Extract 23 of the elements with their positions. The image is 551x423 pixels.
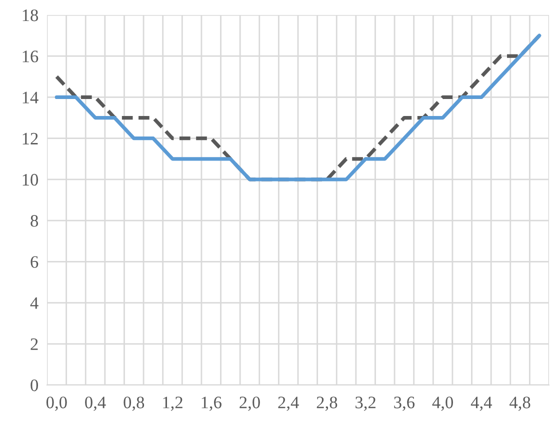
y-tick-label: 2 [30, 338, 38, 350]
x-tick-label: 0,0 [46, 396, 67, 411]
y-tick-label: 8 [30, 215, 38, 227]
x-tick-label: 2,8 [316, 396, 338, 411]
x-tick-label: 4,4 [470, 396, 492, 411]
x-tick-label: 4,0 [432, 396, 453, 411]
x-tick-label: 0,8 [124, 396, 144, 411]
x-tick-label: 0,4 [85, 396, 106, 411]
y-tick-label: 4 [30, 297, 38, 309]
y-tick-label: 16 [22, 50, 38, 62]
x-tick-label: 1,6 [202, 396, 222, 411]
y-tick-label: 0 [30, 379, 38, 392]
y-tick-label: 6 [30, 256, 38, 268]
x-tick-label: 3,6 [394, 396, 415, 411]
x-tick-label: 3,2 [356, 396, 376, 411]
x-tick-label: 1,2 [163, 396, 182, 411]
x-tick-label: 2,4 [278, 396, 299, 411]
y-tick-label: 18 [22, 9, 38, 22]
x-tick-label: 4,8 [510, 396, 530, 411]
y-tick-label: 12 [22, 132, 38, 144]
y-tick-label: 14 [22, 92, 38, 104]
x-tick-label: 2,0 [240, 396, 260, 411]
y-tick-label: 10 [22, 174, 38, 186]
